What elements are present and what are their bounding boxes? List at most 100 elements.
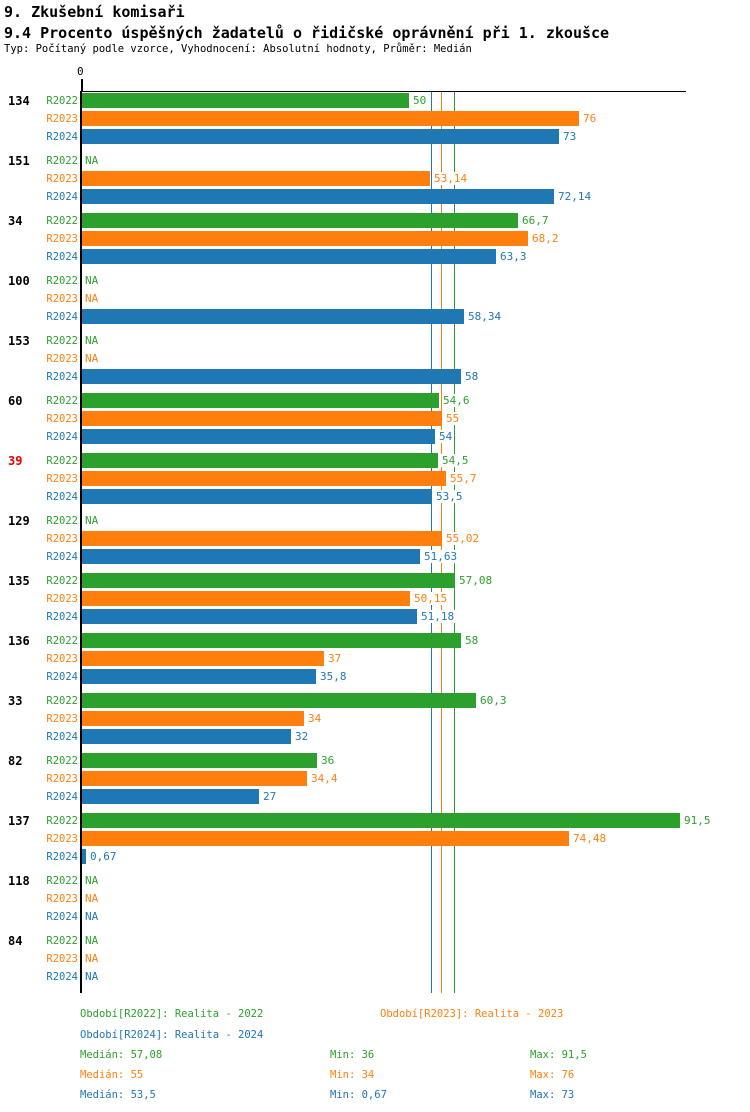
row-label-r2023: R2023 <box>46 533 78 545</box>
stat-max-r2023: Max: 76 <box>530 1069 575 1081</box>
x-axis-line <box>81 91 686 92</box>
row-label-r2024: R2024 <box>46 371 78 383</box>
group-id-label: 153 <box>8 334 30 348</box>
row-label-r2023: R2023 <box>46 293 78 305</box>
row-label-r2024: R2024 <box>46 791 78 803</box>
row-label-r2022: R2022 <box>46 215 78 227</box>
na-label: NA <box>85 514 99 527</box>
row-label-r2024: R2024 <box>46 131 78 143</box>
row-label-r2023: R2023 <box>46 233 78 245</box>
bar <box>82 249 496 264</box>
row-label-r2022: R2022 <box>46 395 78 407</box>
row-label-r2022: R2022 <box>46 815 78 827</box>
bar-value-label: 35,8 <box>319 670 348 683</box>
row-label-r2024: R2024 <box>46 911 78 923</box>
bar-value-label: 72,14 <box>557 190 593 203</box>
bar <box>82 231 528 246</box>
bar <box>82 813 680 828</box>
row-label-r2024: R2024 <box>46 431 78 443</box>
row-label-r2023: R2023 <box>46 113 78 125</box>
row-label-r2022: R2022 <box>46 515 78 527</box>
na-label: NA <box>85 934 99 947</box>
group-id-label: 136 <box>8 634 30 648</box>
group-id-label: 34 <box>8 214 23 228</box>
bar <box>82 471 446 486</box>
page-title: 9. Zkušební komisaři <box>4 3 185 21</box>
bar-value-label: 54,5 <box>441 454 470 467</box>
na-label: NA <box>85 910 99 923</box>
group-id-label: 60 <box>8 394 23 408</box>
bar <box>82 213 518 228</box>
group-id-label: 100 <box>8 274 30 288</box>
stat-max-r2022: Max: 91,5 <box>530 1049 587 1061</box>
bar <box>82 789 259 804</box>
bar <box>82 573 455 588</box>
row-label-r2022: R2022 <box>46 875 78 887</box>
bar <box>82 669 316 684</box>
bar <box>82 591 410 606</box>
bar-value-label: 53,14 <box>433 172 469 185</box>
bar-value-label: 54,6 <box>442 394 471 407</box>
stat-max-r2024: Max: 73 <box>530 1089 575 1101</box>
row-label-r2024: R2024 <box>46 491 78 503</box>
bar-value-label: 36 <box>320 754 336 767</box>
stat-min-r2022: Min: 36 <box>330 1049 375 1061</box>
row-label-r2024: R2024 <box>46 191 78 203</box>
bar <box>82 849 86 864</box>
row-label-r2024: R2024 <box>46 311 78 323</box>
row-label-r2023: R2023 <box>46 353 78 365</box>
bar <box>82 693 476 708</box>
row-label-r2022: R2022 <box>46 155 78 167</box>
stat-median-r2024: Medián: 53,5 <box>80 1089 156 1101</box>
group-id-label: 33 <box>8 694 23 708</box>
bar-value-label: 66,7 <box>521 214 550 227</box>
row-label-r2023: R2023 <box>46 953 78 965</box>
legend-item-r2024: Období[R2024]: Realita - 2024 <box>80 1029 264 1041</box>
bar <box>82 729 291 744</box>
row-label-r2024: R2024 <box>46 851 78 863</box>
stat-median-r2022: Medián: 57,08 <box>80 1049 163 1061</box>
chart-subtitle: 9.4 Procento úspěšných žadatelů o řidičs… <box>4 24 610 42</box>
group-id-label: 82 <box>8 754 23 768</box>
bar <box>82 189 554 204</box>
row-label-r2022: R2022 <box>46 455 78 467</box>
bar-value-label: 50,15 <box>413 592 449 605</box>
bar <box>82 831 569 846</box>
row-label-r2022: R2022 <box>46 575 78 587</box>
na-label: NA <box>85 334 99 347</box>
stat-min-r2023: Min: 34 <box>330 1069 375 1081</box>
bar-value-label: 58 <box>464 634 480 647</box>
bar-value-label: 76 <box>582 112 598 125</box>
row-label-r2022: R2022 <box>46 275 78 287</box>
x-axis-tick <box>81 79 83 91</box>
row-label-r2024: R2024 <box>46 971 78 983</box>
bar-value-label: 27 <box>262 790 278 803</box>
bar-value-label: 63,3 <box>499 250 528 263</box>
bar-value-label: 0,67 <box>89 850 118 863</box>
row-label-r2023: R2023 <box>46 413 78 425</box>
group-id-label: 135 <box>8 574 30 588</box>
bar-value-label: 55,02 <box>445 532 481 545</box>
bar <box>82 531 442 546</box>
na-label: NA <box>85 970 99 983</box>
row-label-r2023: R2023 <box>46 173 78 185</box>
bar-value-label: 54 <box>438 430 454 443</box>
na-label: NA <box>85 154 99 167</box>
bar-value-label: 55,7 <box>449 472 478 485</box>
bar <box>82 393 439 408</box>
na-label: NA <box>85 952 99 965</box>
bar-value-label: 34 <box>307 712 323 725</box>
bar-value-label: 51,63 <box>423 550 459 563</box>
bar <box>82 609 417 624</box>
bar-value-label: 58,34 <box>467 310 503 323</box>
stat-min-r2024: Min: 0,67 <box>330 1089 387 1101</box>
bar-value-label: 37 <box>327 652 343 665</box>
bar-value-label: 91,5 <box>683 814 712 827</box>
group-id-label: 137 <box>8 814 30 828</box>
na-label: NA <box>85 874 99 887</box>
na-label: NA <box>85 292 99 305</box>
x-axis-origin-label: 0 <box>77 65 84 78</box>
bar-value-label: 58 <box>464 370 480 383</box>
bar <box>82 429 435 444</box>
bar <box>82 711 304 726</box>
